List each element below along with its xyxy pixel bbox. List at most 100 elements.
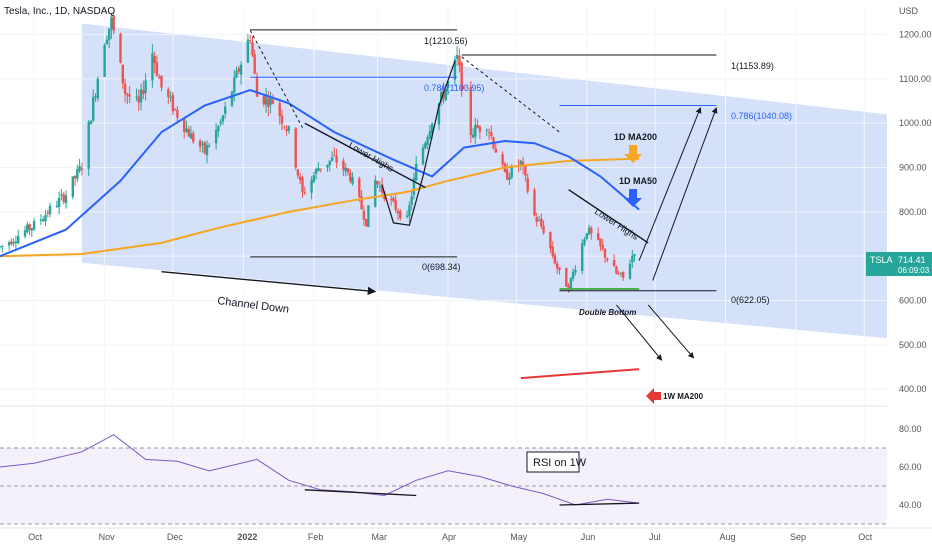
candle-body (10, 241, 13, 245)
candle-body (380, 184, 384, 193)
candle-body (612, 260, 616, 267)
candle-body (28, 224, 31, 230)
drawing-overlays (161, 29, 718, 361)
candle-body (551, 246, 554, 256)
candle-body (32, 221, 36, 230)
candle-body (533, 189, 536, 216)
channel-down-arrow (161, 271, 377, 296)
tag-price: 714.41 (898, 255, 926, 265)
projection-arrow-up (652, 107, 718, 281)
candle-body (415, 164, 418, 181)
candle-body (631, 255, 634, 263)
candle-body (208, 145, 211, 147)
candle-body (105, 39, 109, 44)
candle-body (87, 122, 90, 169)
rsi-tick-label: 80.00 (899, 424, 922, 434)
ma50-1d-label: 1D MA50 (619, 176, 657, 186)
candle-body (142, 89, 145, 94)
fib-level-label: 1(1153.89) (731, 61, 774, 71)
candle-body (296, 169, 300, 176)
candle-body (7, 242, 11, 246)
candle-body (126, 93, 129, 96)
candle-body (430, 123, 434, 134)
candle-body (251, 42, 254, 55)
candle-body (590, 227, 593, 234)
candle-body (428, 131, 432, 139)
candle-body (394, 200, 397, 211)
candle-body (615, 266, 618, 274)
candle-body (1, 245, 4, 247)
candle-body (587, 227, 591, 235)
candle-body (135, 96, 138, 98)
candle-body (478, 126, 482, 132)
candle-body (312, 175, 316, 182)
candle-body (487, 132, 491, 133)
price-tick-label: 400.00 (899, 384, 927, 394)
candle-body (176, 109, 179, 118)
rsi-tick-label: 40.00 (899, 500, 922, 510)
candle-body (453, 59, 457, 80)
candle-body (96, 78, 99, 99)
time-tick-label: Mar (372, 532, 388, 542)
candle-body (253, 54, 256, 74)
candle-body (144, 80, 147, 93)
candle-body (601, 244, 604, 249)
candle-body (599, 238, 602, 246)
candle-body (112, 15, 115, 31)
candle-body (603, 248, 607, 258)
candle-body (571, 271, 575, 279)
price-tick-label: 600.00 (899, 296, 927, 306)
ma200-1d-line (0, 157, 640, 258)
candle-body (76, 169, 79, 179)
candle-body (12, 241, 15, 244)
candle-body (326, 164, 329, 168)
candle-body (183, 118, 186, 132)
channel-down-label: Channel Down (217, 295, 290, 316)
candle-body (471, 134, 475, 138)
candle-body (39, 219, 43, 221)
tag-symbol: TSLA (870, 255, 893, 265)
fib-level-label: 0(622.05) (731, 295, 770, 305)
candle-body (424, 143, 427, 149)
candle-body (549, 232, 552, 249)
dashed-guide (249, 29, 303, 128)
candle-body (233, 77, 236, 93)
candle-body (558, 267, 561, 270)
candle-body (330, 157, 334, 161)
candle-body (26, 224, 29, 233)
candle-body (283, 126, 286, 128)
candle-body (139, 89, 143, 103)
candle-body (203, 142, 206, 154)
price-tick-label: 800.00 (899, 207, 927, 217)
candle-body (362, 210, 366, 220)
candle-body (103, 44, 106, 77)
rsi-label-box (526, 451, 580, 473)
time-axis-ticks[interactable]: Oct Nov Dec 2022 Feb Mar Apr May Jun Jul Aug Sep Oct (28, 532, 873, 542)
price-tick-label: 1000.00 (899, 118, 932, 128)
candle-body (469, 86, 472, 136)
ma50-1d-line (0, 88, 640, 258)
currency-label: USD (899, 6, 919, 16)
candle-body (349, 172, 352, 182)
candle-body (237, 68, 240, 72)
candle-body (201, 143, 204, 145)
symbol-title: Tesla, Inc., 1D, NASDAQ (4, 6, 115, 17)
candle-body (569, 277, 573, 290)
candle-body (508, 177, 511, 180)
price-tick-label: 900.00 (899, 163, 927, 173)
candle-body (346, 168, 350, 173)
grid-lines (0, 8, 887, 524)
candle-body (581, 243, 584, 271)
candle-body (633, 254, 636, 256)
candle-body (446, 81, 450, 88)
candle-body (230, 91, 234, 106)
candle-body (121, 64, 124, 84)
candle-body (344, 167, 347, 172)
candle-body (294, 128, 297, 168)
candle-body (42, 219, 45, 222)
candle-body (160, 75, 163, 88)
candle-body (278, 103, 281, 117)
candle-body (444, 88, 447, 101)
time-tick-label: Nov (99, 532, 116, 542)
